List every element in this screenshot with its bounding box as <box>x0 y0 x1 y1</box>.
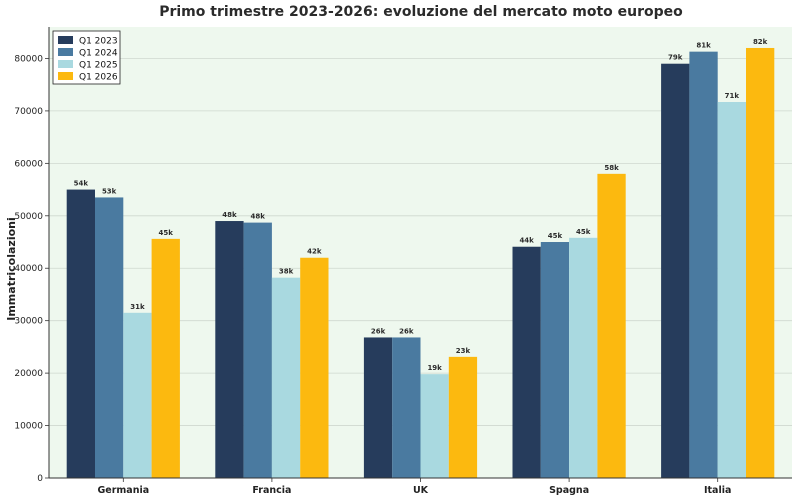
data-label: 23k <box>456 347 471 355</box>
y-tick-label: 0 <box>37 474 43 484</box>
y-axis-label: Immatricolazioni <box>5 217 18 321</box>
data-label: 79k <box>668 54 683 62</box>
bars <box>66 47 775 479</box>
x-tick-label: Italia <box>704 485 731 496</box>
data-label: 44k <box>519 237 534 245</box>
bar <box>512 246 541 478</box>
bar <box>661 63 690 479</box>
bar <box>300 257 329 478</box>
bar <box>392 337 421 478</box>
x-tick-label: Spagna <box>549 485 589 496</box>
bar <box>569 237 598 478</box>
bar <box>448 356 478 478</box>
y-tick-label: 60000 <box>14 159 43 169</box>
bar <box>689 51 718 478</box>
bar <box>540 242 570 478</box>
bar <box>420 374 449 478</box>
bar <box>363 337 393 478</box>
data-label: 48k <box>251 213 266 221</box>
y-tick-label: 10000 <box>14 422 43 432</box>
x-tick-label: UK <box>413 485 429 496</box>
data-label: 53k <box>102 187 117 195</box>
bar <box>717 101 746 479</box>
data-label: 45k <box>548 232 563 240</box>
bar <box>215 221 244 478</box>
bar <box>597 173 626 478</box>
data-label: 42k <box>307 248 322 256</box>
bar <box>271 277 301 478</box>
y-tick-label: 80000 <box>14 54 43 64</box>
chart-title: Primo trimestre 2023-2026: evoluzione de… <box>159 4 683 20</box>
data-label: 26k <box>399 327 414 335</box>
y-axis-ticks: 0 10000 20000 30000 40000 50000 60000 70000 8000… <box>14 54 49 484</box>
data-label: 19k <box>427 364 442 372</box>
legend-label: Q1 2026 <box>79 73 118 83</box>
data-label: 48k <box>222 211 237 219</box>
legend-swatch <box>58 36 73 44</box>
data-label: 54k <box>74 180 89 188</box>
y-tick-label: 70000 <box>14 107 43 117</box>
x-tick-label: Francia <box>252 485 291 496</box>
bar <box>151 238 180 478</box>
bar <box>95 197 124 479</box>
legend-swatch <box>58 60 73 68</box>
legend-label: Q1 2025 <box>79 61 118 71</box>
y-tick-label: 30000 <box>14 317 43 327</box>
y-tick-label: 50000 <box>14 212 43 222</box>
data-label: 71k <box>725 92 740 100</box>
x-axis-ticks: Germania Francia UK Spagna Italia <box>97 478 731 496</box>
data-label: 58k <box>604 164 619 172</box>
y-tick-label: 20000 <box>14 369 43 379</box>
legend-label: Q1 2023 <box>79 37 118 47</box>
bar <box>746 47 775 478</box>
data-labels: 54k 53k 31k 45k 48k 48k 38k 42k 26k 26k 19k 23k 44k 4… <box>74 38 768 372</box>
legend-swatch <box>58 48 73 56</box>
data-label: 82k <box>753 38 768 46</box>
bar <box>66 189 95 478</box>
legend-label: Q1 2024 <box>79 49 118 59</box>
x-tick-label: Germania <box>97 485 149 496</box>
data-label: 38k <box>279 268 294 276</box>
legend-swatch <box>58 72 73 80</box>
legend: Q1 2023 Q1 2024 Q1 2025 Q1 2026 <box>52 30 121 85</box>
y-tick-label: 40000 <box>14 264 43 274</box>
data-label: 26k <box>371 327 386 335</box>
data-label: 45k <box>159 229 174 237</box>
data-label: 81k <box>696 42 711 50</box>
data-label: 31k <box>130 303 145 311</box>
data-label: 45k <box>576 228 591 236</box>
bar <box>123 312 152 478</box>
bar <box>243 222 272 478</box>
